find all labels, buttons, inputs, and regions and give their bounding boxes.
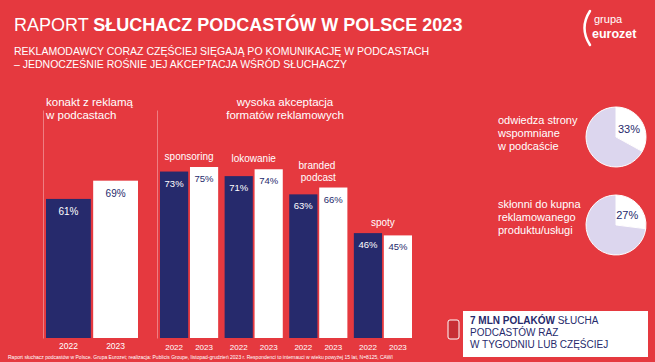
data-label: 66%: [324, 194, 344, 205]
category-label-part: lokowanie: [231, 153, 276, 164]
bar: [190, 167, 218, 338]
callout: PODCASTÓW RAZ: [470, 326, 558, 338]
data-label: 74%: [259, 175, 279, 186]
data-label: 27%: [616, 209, 638, 221]
pie-slice: [586, 107, 642, 167]
pie-slice: [586, 195, 646, 255]
bar: [225, 176, 253, 338]
category-label-part: spoty: [371, 217, 395, 228]
chart-title: wspomniane: [497, 127, 560, 139]
pie-slice: [616, 195, 646, 229]
data-label: 61%: [58, 206, 78, 217]
x-tick-label: 2022: [59, 341, 78, 351]
y-axis: [157, 111, 158, 339]
bar: [93, 181, 138, 338]
chart-title: odwiedza strony: [498, 114, 578, 126]
category-label: lokowanie: [231, 153, 276, 164]
data-label: 73%: [165, 178, 185, 189]
series-label: 2023: [195, 343, 213, 352]
category-label-part: podcast: [301, 172, 336, 183]
infographic: RAPORT SŁUCHACZ PODCASTÓW W POLSCE 2023R…: [0, 0, 655, 362]
series-label: 2023: [324, 343, 342, 352]
chart-title: skłonni do kupna: [498, 198, 581, 210]
series-label: 2023: [260, 343, 278, 352]
subtitle: – JEDNOCZEŚNIE ROŚNIE JEJ AKCEPTACJA WŚR…: [14, 58, 347, 70]
bar: [46, 199, 91, 338]
subtitle: REKLAMODAWCY CORAZ CZĘŚCIEJ SIĘGAJĄ PO K…: [14, 45, 429, 57]
chart-title: w podcaście: [497, 140, 559, 152]
bar: [255, 169, 283, 338]
y-axis-line: [43, 111, 44, 339]
bar: [319, 188, 347, 338]
callout-part: 7 MLN POLAKÓW: [470, 314, 558, 326]
source: Raport słuchacz podcastów w Polsce. Grup…: [8, 354, 393, 360]
series-label: 2023: [389, 343, 407, 352]
chart-title: formatów reklamowych: [226, 109, 344, 121]
bar: [354, 233, 382, 338]
bar: [289, 194, 317, 338]
data-label: 75%: [195, 173, 215, 184]
category-label-part: sponsoring: [165, 151, 214, 162]
pie: [586, 107, 646, 167]
data-label: 69%: [106, 188, 126, 199]
title-part: SŁUCHACZ PODCASTÓW W POLSCE 2023: [93, 14, 462, 35]
series-label: 2022: [165, 343, 183, 352]
chart-title: produktu/usługi: [498, 224, 573, 236]
y-axis: [43, 111, 44, 339]
phone-icon: [448, 320, 459, 339]
bar: [160, 172, 188, 338]
logo: eurozet: [592, 27, 637, 41]
chart-title: reklamowanego: [498, 211, 576, 223]
x-tick: 2023: [106, 338, 125, 351]
series-label: 2022: [230, 343, 248, 352]
bars: [160, 167, 412, 338]
category-label: branded podcast: [299, 160, 338, 183]
title-part: RAPORT: [14, 15, 93, 35]
bar: [384, 235, 412, 338]
data-label: 71%: [229, 182, 249, 193]
logo: grupa: [594, 13, 623, 25]
y-axis-line: [157, 111, 158, 339]
x-tick: 2022: [59, 338, 78, 351]
data-label: 46%: [358, 239, 378, 250]
background: [0, 0, 655, 362]
chart-title: konakt z reklamą: [46, 96, 134, 108]
callout: 7 MLN POLAKÓW SŁUCHA: [470, 314, 599, 326]
category-label: spoty: [371, 217, 395, 228]
data-label: 33%: [618, 123, 640, 135]
category-label: sponsoring: [165, 151, 214, 162]
callout-part: SŁUCHA: [558, 315, 599, 326]
data-label: 63%: [294, 200, 314, 211]
series-label: 2022: [359, 343, 377, 352]
data-label: 45%: [388, 241, 408, 252]
x-tick-label: 2023: [106, 341, 125, 351]
chart-title: wysoka akceptacja: [236, 96, 334, 108]
title: RAPORT SŁUCHACZ PODCASTÓW W POLSCE 2023: [14, 14, 462, 35]
series-label: 2022: [294, 343, 312, 352]
callout-box: [463, 311, 648, 357]
category-label-part: branded: [299, 160, 338, 171]
pie: [586, 195, 646, 255]
callout: W TYGODNIU LUB CZĘŚCIEJ: [470, 338, 608, 350]
logo-bracket: [585, 11, 591, 45]
chart-title: w podcastach: [45, 109, 116, 121]
x-axis: 2022 2023: [59, 338, 125, 351]
bars: [46, 181, 138, 338]
